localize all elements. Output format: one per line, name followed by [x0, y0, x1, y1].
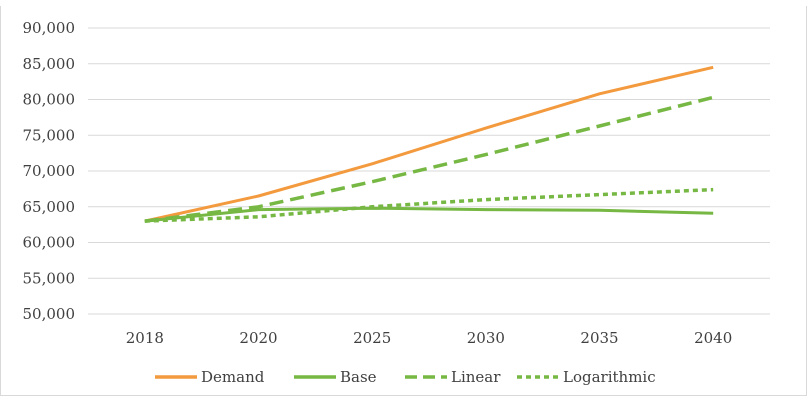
- y-tick-label: 70,000: [23, 162, 76, 180]
- chart-frame: [0, 6, 807, 396]
- series-line-linear: [144, 95, 714, 223]
- y-tick-label: 75,000: [23, 126, 76, 144]
- y-tick-label: 60,000: [23, 234, 76, 252]
- y-tick-label: 85,000: [23, 55, 76, 73]
- legend-label: Logarithmic: [563, 368, 656, 386]
- x-tick-label: 2035: [580, 329, 618, 347]
- y-axis-tick-labels: 50,000 55,000 60,000 65,000 70,000 75,000 80,0…: [23, 19, 76, 323]
- y-tick-label: 80,000: [23, 91, 76, 109]
- x-tick-label: 2020: [239, 329, 277, 347]
- series-line-logarithmic: [144, 187, 714, 223]
- series-line-base: [144, 206, 714, 223]
- y-tick-label: 90,000: [23, 19, 76, 37]
- x-tick-label: 2040: [694, 329, 732, 347]
- legend-label: Linear: [451, 368, 501, 386]
- x-axis-tick-labels: 2018 2020 2025 2030 2035 2040: [126, 329, 733, 347]
- legend-label: Base: [340, 368, 377, 386]
- x-tick-label: 2030: [467, 329, 505, 347]
- x-tick-label: 2018: [126, 329, 164, 347]
- x-tick-label: 2025: [353, 329, 391, 347]
- series-line-demand: [144, 65, 714, 223]
- legend: Demand Base Linear Logarithmic: [155, 368, 656, 386]
- legend-label: Demand: [201, 368, 265, 386]
- gridlines: [88, 27, 770, 315]
- series-lines: [144, 65, 714, 223]
- y-tick-label: 50,000: [23, 305, 76, 323]
- y-tick-label: 55,000: [23, 269, 76, 287]
- y-tick-label: 65,000: [23, 198, 76, 216]
